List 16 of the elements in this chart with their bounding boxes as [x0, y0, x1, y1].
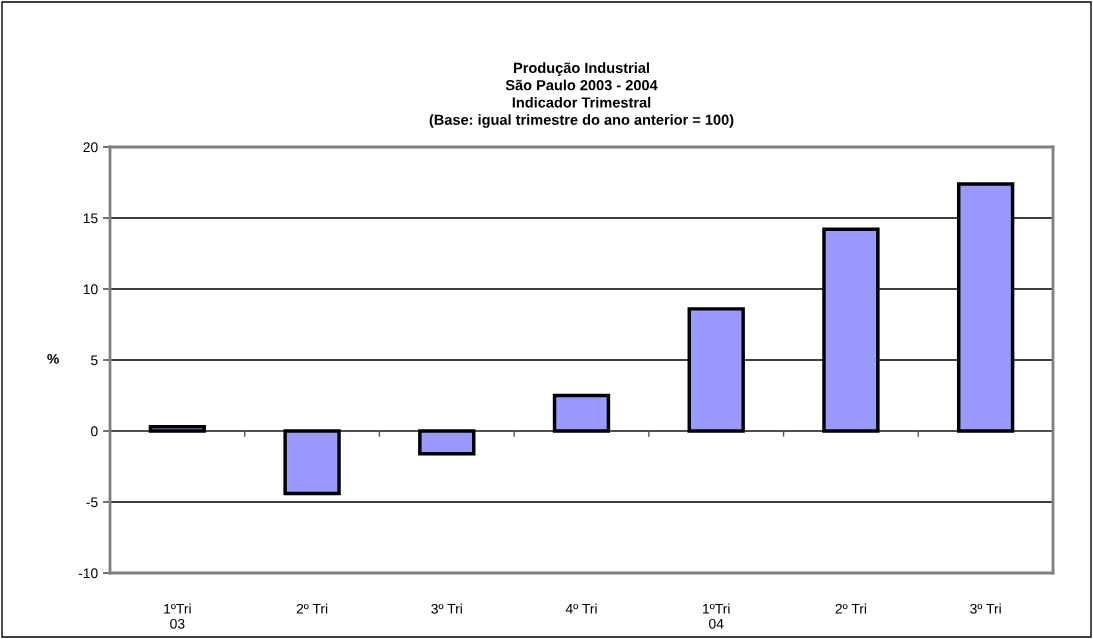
x-tick-label: 2º Tri — [296, 603, 328, 614]
y-tick-label: 20 — [83, 142, 98, 153]
x-tick-label: 4º Tri — [565, 603, 597, 614]
x-tick-label: 1ºTri 04 — [703, 603, 730, 629]
y-tick-label: 5 — [91, 355, 98, 366]
y-tick-label: -10 — [78, 568, 98, 579]
x-tick-label: 3º Tri — [431, 603, 462, 614]
x-tick-label: 1ºTri 03 — [164, 603, 191, 629]
y-tick-label: 10 — [83, 284, 98, 295]
chart-title: Produção Industrial São Paulo 2003 - 2004 Indicador Trimestral (Base: igual trimestre do ano anterior = 100) — [429, 62, 734, 128]
y-tick-label: 0 — [91, 426, 98, 437]
y-tick-label: -5 — [86, 497, 98, 508]
x-tick-label: 3º Tri — [970, 603, 1001, 614]
y-axis-title: % — [47, 353, 59, 364]
x-tick-label: 2º Tri — [835, 603, 867, 614]
y-tick-label: 15 — [83, 213, 98, 224]
